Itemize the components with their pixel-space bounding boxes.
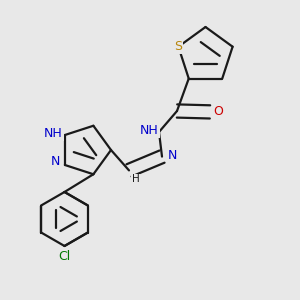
- Text: H: H: [132, 174, 140, 184]
- Text: NH: NH: [140, 124, 159, 137]
- Text: N: N: [168, 148, 177, 162]
- Text: N: N: [51, 155, 61, 169]
- Text: S: S: [174, 40, 182, 53]
- Text: Cl: Cl: [58, 250, 70, 263]
- Text: O: O: [214, 105, 223, 119]
- Text: NH: NH: [44, 127, 63, 140]
